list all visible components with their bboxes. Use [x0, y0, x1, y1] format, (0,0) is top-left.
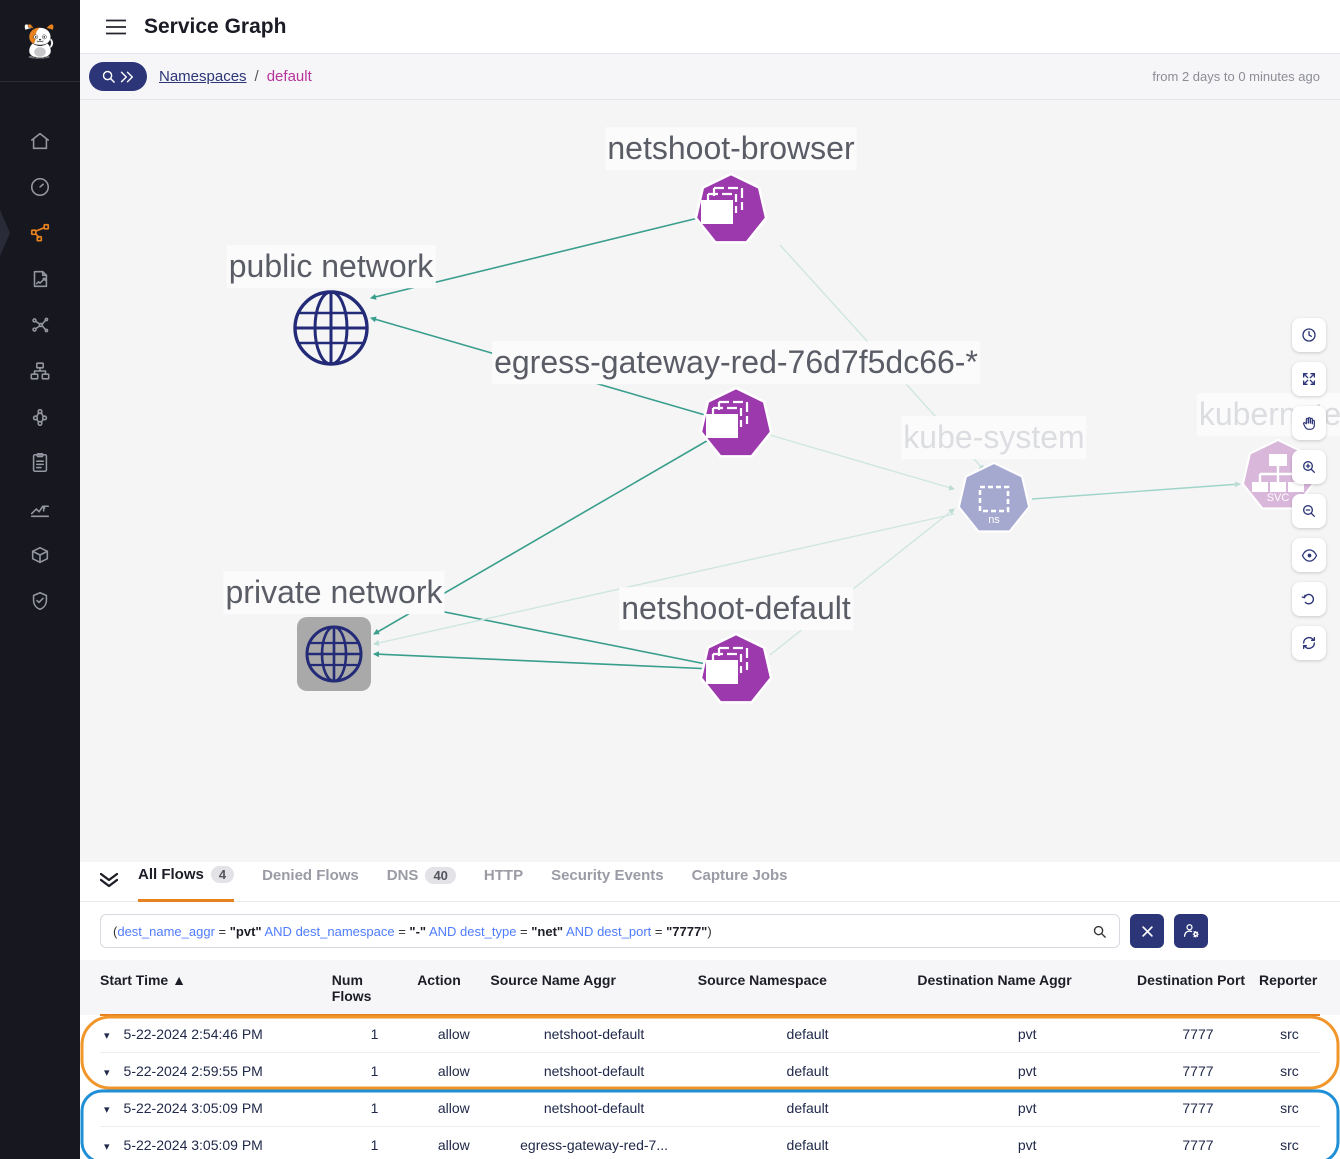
svg-text:SVC: SVC: [1267, 492, 1290, 504]
svg-text:ns: ns: [988, 514, 1000, 526]
